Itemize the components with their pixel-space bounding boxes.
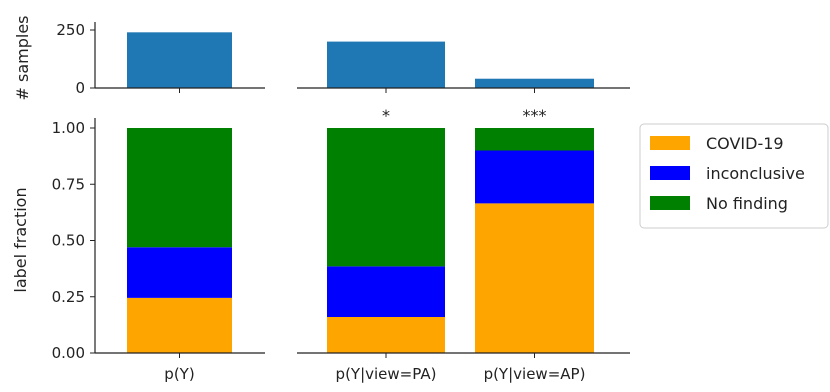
count-bar-p-y-view-pa-	[327, 41, 445, 88]
fraction-bar-inconclusive	[475, 150, 594, 204]
significance-annotation: *	[382, 106, 390, 125]
fraction-y-tick-label: 0.00	[52, 344, 85, 362]
fraction-bar-no-finding	[475, 128, 594, 151]
fraction-y-axis-label: label fraction	[11, 187, 30, 292]
legend-swatch-inconclusive	[650, 166, 690, 180]
sample-count-panel: 0 250 # samples	[13, 16, 630, 101]
significance-annotation: ***	[523, 106, 547, 125]
count-bar-p-y-view-ap-	[475, 78, 594, 88]
fraction-bar-no-finding	[327, 128, 445, 267]
legend-label-no-finding: No finding	[706, 194, 788, 213]
legend: COVID-19 inconclusive No finding	[639, 123, 829, 229]
fraction-bar-covid-19	[475, 203, 594, 353]
legend-swatch-covid-19	[650, 136, 690, 150]
count-y-axis-label: # samples	[13, 16, 32, 101]
count-bar-p-y-	[127, 32, 232, 88]
fraction-bar-no-finding	[127, 128, 232, 248]
fraction-y-tick-label: 1.00	[52, 119, 85, 137]
fraction-bar-covid-19	[327, 317, 445, 353]
fraction-bar-inconclusive	[127, 247, 232, 298]
legend-label-covid-19: COVID-19	[706, 134, 784, 153]
fraction-bar-inconclusive	[327, 266, 445, 317]
fraction-y-tick-label: 0.75	[52, 175, 85, 193]
fraction-bar-covid-19	[127, 297, 232, 353]
fraction-y-tick-label: 0.50	[52, 232, 85, 250]
label-fraction-panel: p(Y) p(Y|view=PA) * p(Y|view=AP) *** 0.00 0.25…	[11, 106, 630, 383]
count-y-tick-label: 0	[75, 79, 85, 97]
x-tick-label: p(Y|view=PA)	[336, 365, 437, 383]
x-tick-label: p(Y)	[164, 365, 194, 383]
x-tick-label: p(Y|view=AP)	[484, 365, 586, 383]
legend-label-inconclusive: inconclusive	[706, 164, 805, 183]
legend-swatch-no-finding	[650, 196, 690, 210]
count-y-tick-label: 250	[56, 21, 85, 39]
fraction-y-tick-label: 0.25	[52, 288, 85, 306]
